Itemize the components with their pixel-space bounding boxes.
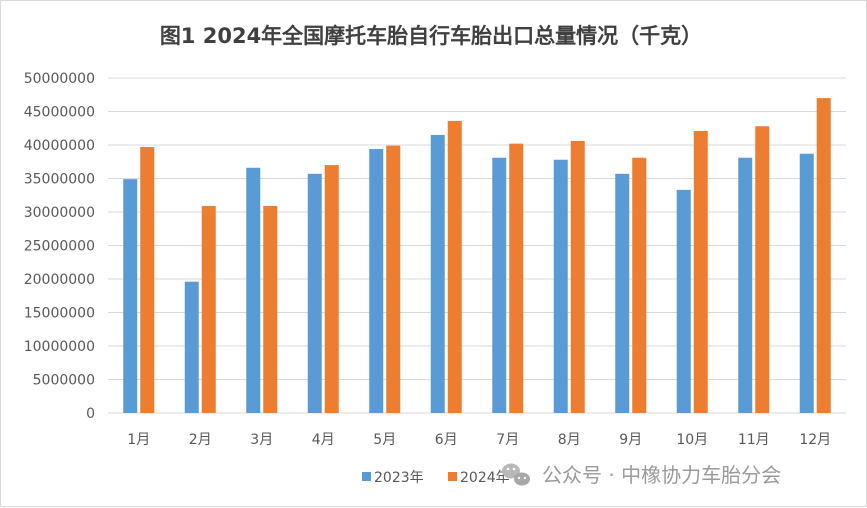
bar-2024年-5月 bbox=[386, 145, 401, 414]
legend: 2023年 2024年 bbox=[362, 470, 510, 486]
y-axis-ticks: 0 5000000 10000000 15000000 20000000 25000000… bbox=[24, 71, 95, 422]
bar-2024年-11月 bbox=[755, 126, 770, 414]
watermark-text: 公众号 · 中橡协力车胎分会 bbox=[542, 463, 781, 487]
bar-2023年-6月 bbox=[430, 134, 445, 413]
legend-label-2023: 2023年 bbox=[374, 470, 424, 486]
bars bbox=[123, 98, 831, 414]
x-tick-label: 1月 bbox=[127, 432, 150, 448]
bar-2023年-4月 bbox=[307, 173, 322, 413]
bar-2023年-12月 bbox=[799, 153, 814, 413]
bar-2024年-2月 bbox=[201, 205, 216, 413]
legend-swatch-2023 bbox=[362, 472, 371, 481]
bar-2024年-12月 bbox=[816, 98, 831, 413]
bar-2023年-3月 bbox=[246, 167, 261, 413]
x-tick-label: 2月 bbox=[189, 432, 212, 448]
y-tick-label: 15000000 bbox=[24, 306, 95, 322]
y-tick-label: 5000000 bbox=[33, 373, 95, 389]
y-tick-label: 50000000 bbox=[24, 71, 95, 87]
bar-2024年-1月 bbox=[140, 147, 155, 413]
chart-title: 图1 2024年全国摩托车胎自行车胎出口总量情况（千克） bbox=[160, 24, 702, 48]
bar-2023年-2月 bbox=[184, 281, 199, 413]
bar-2023年-8月 bbox=[553, 159, 568, 413]
bar-2024年-9月 bbox=[632, 157, 647, 413]
gridlines bbox=[108, 77, 846, 414]
bar-2023年-10月 bbox=[676, 189, 691, 413]
x-tick-label: 5月 bbox=[373, 432, 396, 448]
y-tick-label: 25000000 bbox=[24, 239, 95, 255]
bar-2024年-10月 bbox=[693, 130, 708, 413]
x-tick-label: 9月 bbox=[619, 432, 642, 448]
legend-swatch-2024 bbox=[448, 472, 457, 481]
x-tick-label: 10月 bbox=[676, 432, 708, 448]
bar-2024年-7月 bbox=[509, 143, 524, 413]
x-tick-label: 7月 bbox=[496, 432, 519, 448]
y-tick-label: 20000000 bbox=[24, 272, 95, 288]
bar-2023年-11月 bbox=[738, 157, 753, 413]
bar-2024年-8月 bbox=[570, 140, 585, 414]
bar-2023年-9月 bbox=[615, 173, 630, 413]
x-tick-label: 4月 bbox=[312, 432, 335, 448]
watermark: 公众号 · 中橡协力车胎分会 bbox=[502, 463, 781, 487]
x-tick-label: 8月 bbox=[558, 432, 581, 448]
y-tick-label: 0 bbox=[86, 406, 95, 422]
x-axis-ticks: 1月 2月 3月 4月 5月 6月 7月 8月 9月 10月 11月 12月 bbox=[127, 432, 831, 448]
x-tick-label: 12月 bbox=[799, 432, 831, 448]
y-tick-label: 45000000 bbox=[24, 105, 95, 121]
bar-2024年-6月 bbox=[447, 120, 462, 413]
bar-2023年-7月 bbox=[492, 157, 507, 413]
y-tick-label: 10000000 bbox=[24, 339, 95, 355]
y-tick-label: 35000000 bbox=[24, 172, 95, 188]
x-tick-label: 11月 bbox=[738, 432, 770, 448]
y-tick-label: 40000000 bbox=[24, 138, 95, 154]
x-tick-label: 6月 bbox=[435, 432, 458, 448]
bar-2023年-5月 bbox=[369, 149, 384, 413]
wechat-icon bbox=[502, 463, 530, 486]
y-tick-label: 30000000 bbox=[24, 205, 95, 221]
bar-2024年-4月 bbox=[324, 165, 339, 413]
x-tick-label: 3月 bbox=[250, 432, 273, 448]
bar-2024年-3月 bbox=[263, 205, 278, 413]
bar-2023年-1月 bbox=[123, 179, 138, 413]
legend-label-2024: 2024年 bbox=[460, 470, 510, 486]
